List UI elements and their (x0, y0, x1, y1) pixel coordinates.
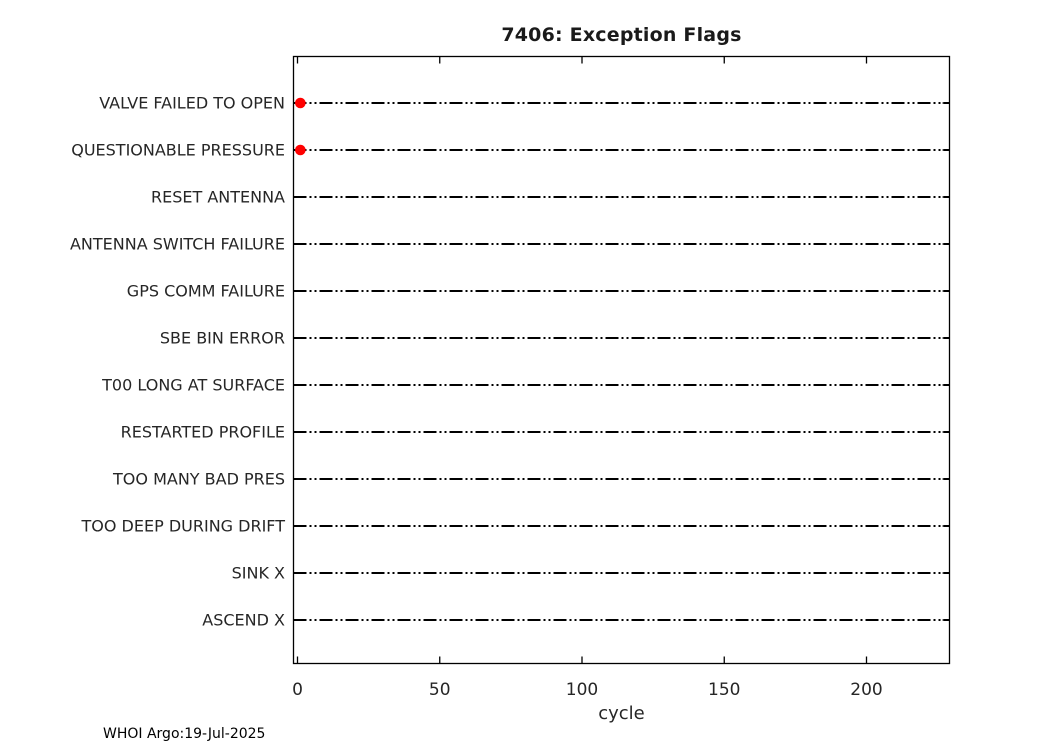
y-axis-label: SBE BIN ERROR (160, 329, 285, 348)
chart-title: 7406: Exception Flags (501, 24, 742, 46)
data-point-marker (295, 97, 306, 109)
y-axis-label: SINK X (232, 564, 285, 583)
x-tick-label: 150 (708, 680, 740, 700)
x-tick-label: 50 (429, 680, 451, 700)
x-tick-label: 100 (566, 680, 598, 700)
axis-box (292, 55, 951, 665)
y-axis-label: QUESTIONABLE PRESSURE (71, 141, 285, 160)
x-tick-label: 200 (850, 680, 882, 700)
y-axis-labels-group: VALVE FAILED TO OPEN QUESTIONABLE PRESSUR… (70, 94, 285, 630)
x-axis-tick-labels-group: 0 50 100 150 200 (292, 680, 883, 700)
y-axis-label: RESTARTED PROFILE (121, 423, 285, 442)
row-lines-group (293, 102, 950, 621)
axis-box-group (292, 55, 951, 665)
y-axis-label: ANTENNA SWITCH FAILURE (70, 235, 285, 254)
x-tick-label: 0 (292, 680, 303, 700)
credit-text: WHOI Argo:19-Jul-2025 (103, 726, 266, 742)
y-axis-label: VALVE FAILED TO OPEN (99, 94, 285, 113)
y-axis-label: TOO MANY BAD PRES (112, 470, 285, 489)
y-axis-label: T00 LONG AT SURFACE (101, 376, 285, 395)
y-axis-label: GPS COMM FAILURE (127, 282, 285, 301)
x-axis-label: cycle (598, 703, 645, 724)
y-axis-label: ASCEND X (202, 611, 285, 630)
y-axis-label: TOO DEEP DURING DRIFT (81, 517, 286, 536)
data-point-marker (295, 144, 306, 156)
y-axis-label: RESET ANTENNA (151, 188, 285, 207)
data-markers-group (295, 97, 306, 156)
